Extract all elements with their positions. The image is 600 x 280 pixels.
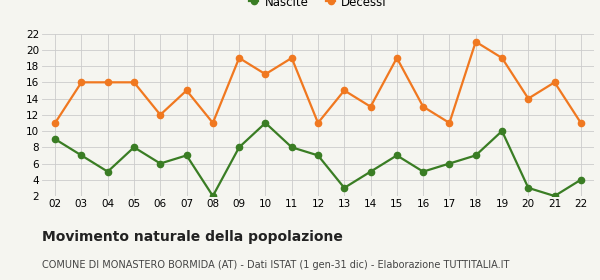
Nascite [130, 146, 137, 149]
Nascite [472, 154, 479, 157]
Decessi [52, 121, 59, 125]
Decessi [393, 56, 400, 60]
Nascite [367, 170, 374, 173]
Decessi [524, 97, 532, 100]
Nascite [446, 162, 453, 165]
Decessi [236, 56, 243, 60]
Decessi [341, 89, 348, 92]
Line: Decessi: Decessi [52, 39, 584, 126]
Decessi [314, 121, 322, 125]
Nascite [209, 194, 217, 198]
Nascite [262, 121, 269, 125]
Nascite [524, 186, 532, 190]
Decessi [551, 81, 558, 84]
Nascite [288, 146, 295, 149]
Decessi [499, 56, 506, 60]
Decessi [472, 40, 479, 43]
Decessi [446, 121, 453, 125]
Text: COMUNE DI MONASTERO BORMIDA (AT) - Dati ISTAT (1 gen-31 dic) - Elaborazione TUTT: COMUNE DI MONASTERO BORMIDA (AT) - Dati … [42, 260, 509, 270]
Decessi [262, 73, 269, 76]
Legend: Nascite, Decessi: Nascite, Decessi [244, 0, 392, 13]
Decessi [130, 81, 137, 84]
Nascite [52, 137, 59, 141]
Nascite [157, 162, 164, 165]
Text: Movimento naturale della popolazione: Movimento naturale della popolazione [42, 230, 343, 244]
Nascite [499, 129, 506, 133]
Nascite [551, 194, 558, 198]
Nascite [393, 154, 400, 157]
Nascite [341, 186, 348, 190]
Nascite [314, 154, 322, 157]
Decessi [157, 113, 164, 116]
Nascite [183, 154, 190, 157]
Nascite [577, 178, 584, 181]
Decessi [183, 89, 190, 92]
Decessi [104, 81, 112, 84]
Nascite [236, 146, 243, 149]
Nascite [104, 170, 112, 173]
Nascite [78, 154, 85, 157]
Decessi [367, 105, 374, 108]
Decessi [419, 105, 427, 108]
Decessi [288, 56, 295, 60]
Decessi [78, 81, 85, 84]
Decessi [209, 121, 217, 125]
Line: Nascite: Nascite [52, 120, 584, 199]
Decessi [577, 121, 584, 125]
Nascite [419, 170, 427, 173]
